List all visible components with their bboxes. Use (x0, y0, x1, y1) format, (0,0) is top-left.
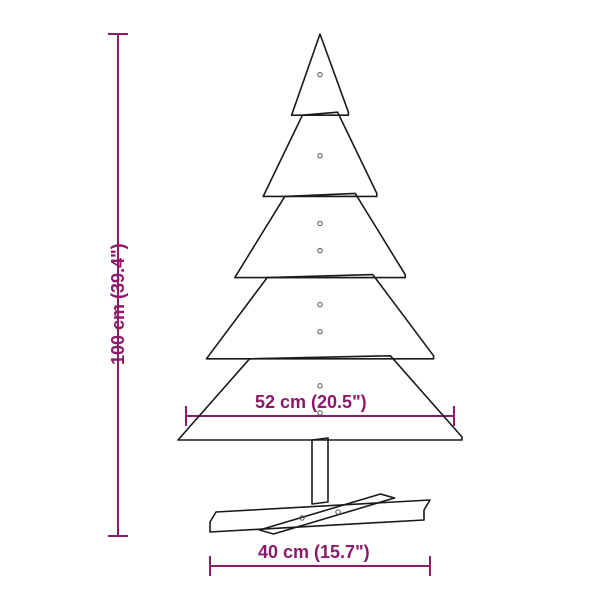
dimension-label-tree-width: 52 cm (20.5") (255, 392, 367, 413)
dimension-label-height: 100 cm (39.4") (108, 243, 129, 365)
tree-drawing (0, 0, 600, 600)
dimension-label-base-width: 40 cm (15.7") (258, 542, 370, 563)
diagram-canvas: 100 cm (39.4") 52 cm (20.5") 40 cm (15.7… (0, 0, 600, 600)
